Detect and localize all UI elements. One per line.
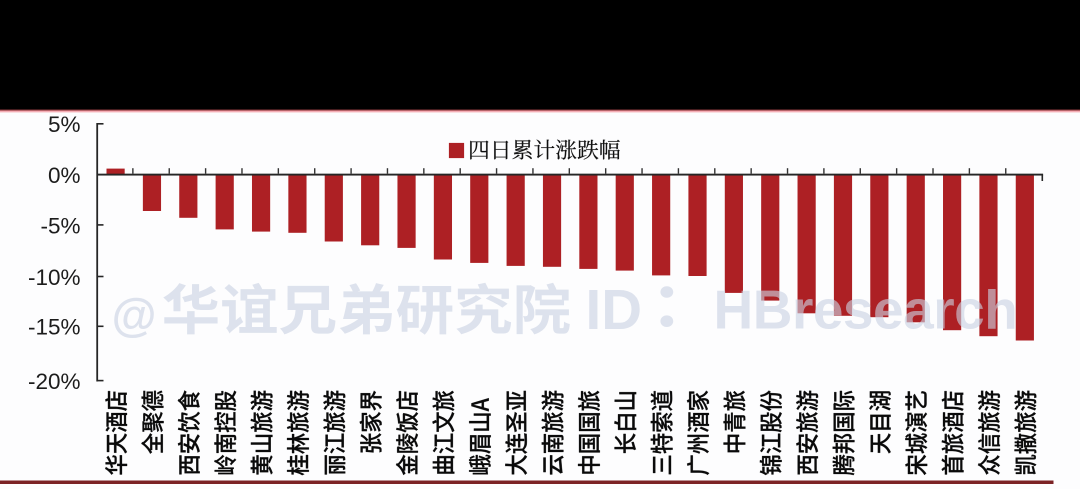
svg-text:-20%: -20% [28, 369, 81, 394]
svg-text:-15%: -15% [28, 315, 81, 340]
svg-text:@: @ [112, 289, 157, 341]
svg-text:-5%: -5% [40, 213, 80, 238]
svg-text:0%: 0% [48, 163, 81, 188]
svg-text:-10%: -10% [28, 265, 81, 290]
svg-text:ID: ID [586, 278, 643, 341]
svg-text:HBresearch: HBresearch [714, 279, 1018, 341]
svg-text:5%: 5% [48, 112, 81, 137]
